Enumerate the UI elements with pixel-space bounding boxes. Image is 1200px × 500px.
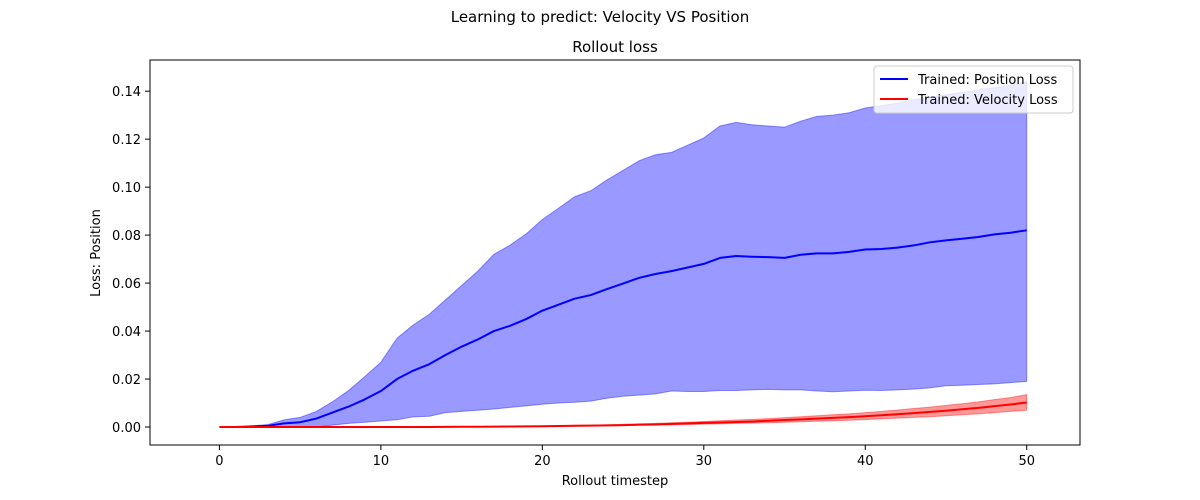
y-tick-label: 0.06 — [112, 277, 141, 292]
x-tick-label: 50 — [1018, 454, 1035, 469]
x-tick-label: 0 — [215, 454, 223, 469]
y-tick-label: 0.08 — [112, 229, 141, 244]
x-tick-label: 40 — [857, 454, 874, 469]
x-axis: 0 10 20 30 40 50 — [215, 445, 1035, 469]
legend-frame — [873, 65, 1074, 114]
legend: Trained: Position Loss Trained: Velocity… — [873, 65, 1074, 114]
line-series-0 — [219, 229, 1027, 429]
legend-label-velocity: Trained: Velocity Loss — [917, 93, 1058, 108]
band-series-0 — [219, 80, 1028, 428]
line-series-1 — [219, 401, 1027, 429]
y-axis-label: Loss: Position — [89, 209, 104, 297]
chart-title: Rollout loss — [572, 38, 658, 56]
y-tick-label: 0.02 — [112, 373, 141, 388]
axes-frame — [149, 59, 1081, 446]
x-tick-label: 30 — [696, 454, 713, 469]
y-tick-label: 0.14 — [112, 85, 141, 100]
plot-area — [149, 59, 1081, 446]
chart-suptitle: Learning to predict: Velocity VS Positio… — [451, 8, 750, 26]
y-tick-label: 0.10 — [112, 181, 141, 196]
y-tick-label: 0.04 — [112, 325, 141, 340]
y-tick-label: 0.12 — [112, 133, 141, 148]
y-axis: 0.00 0.02 0.04 0.06 0.08 0.10 0.12 0.14 — [112, 85, 150, 436]
x-tick-label: 10 — [373, 454, 390, 469]
y-tick-label: 0.00 — [112, 421, 141, 436]
x-tick-label: 20 — [534, 454, 551, 469]
legend-label-position: Trained: Position Loss — [917, 73, 1057, 88]
x-axis-label: Rollout timestep — [562, 474, 669, 489]
